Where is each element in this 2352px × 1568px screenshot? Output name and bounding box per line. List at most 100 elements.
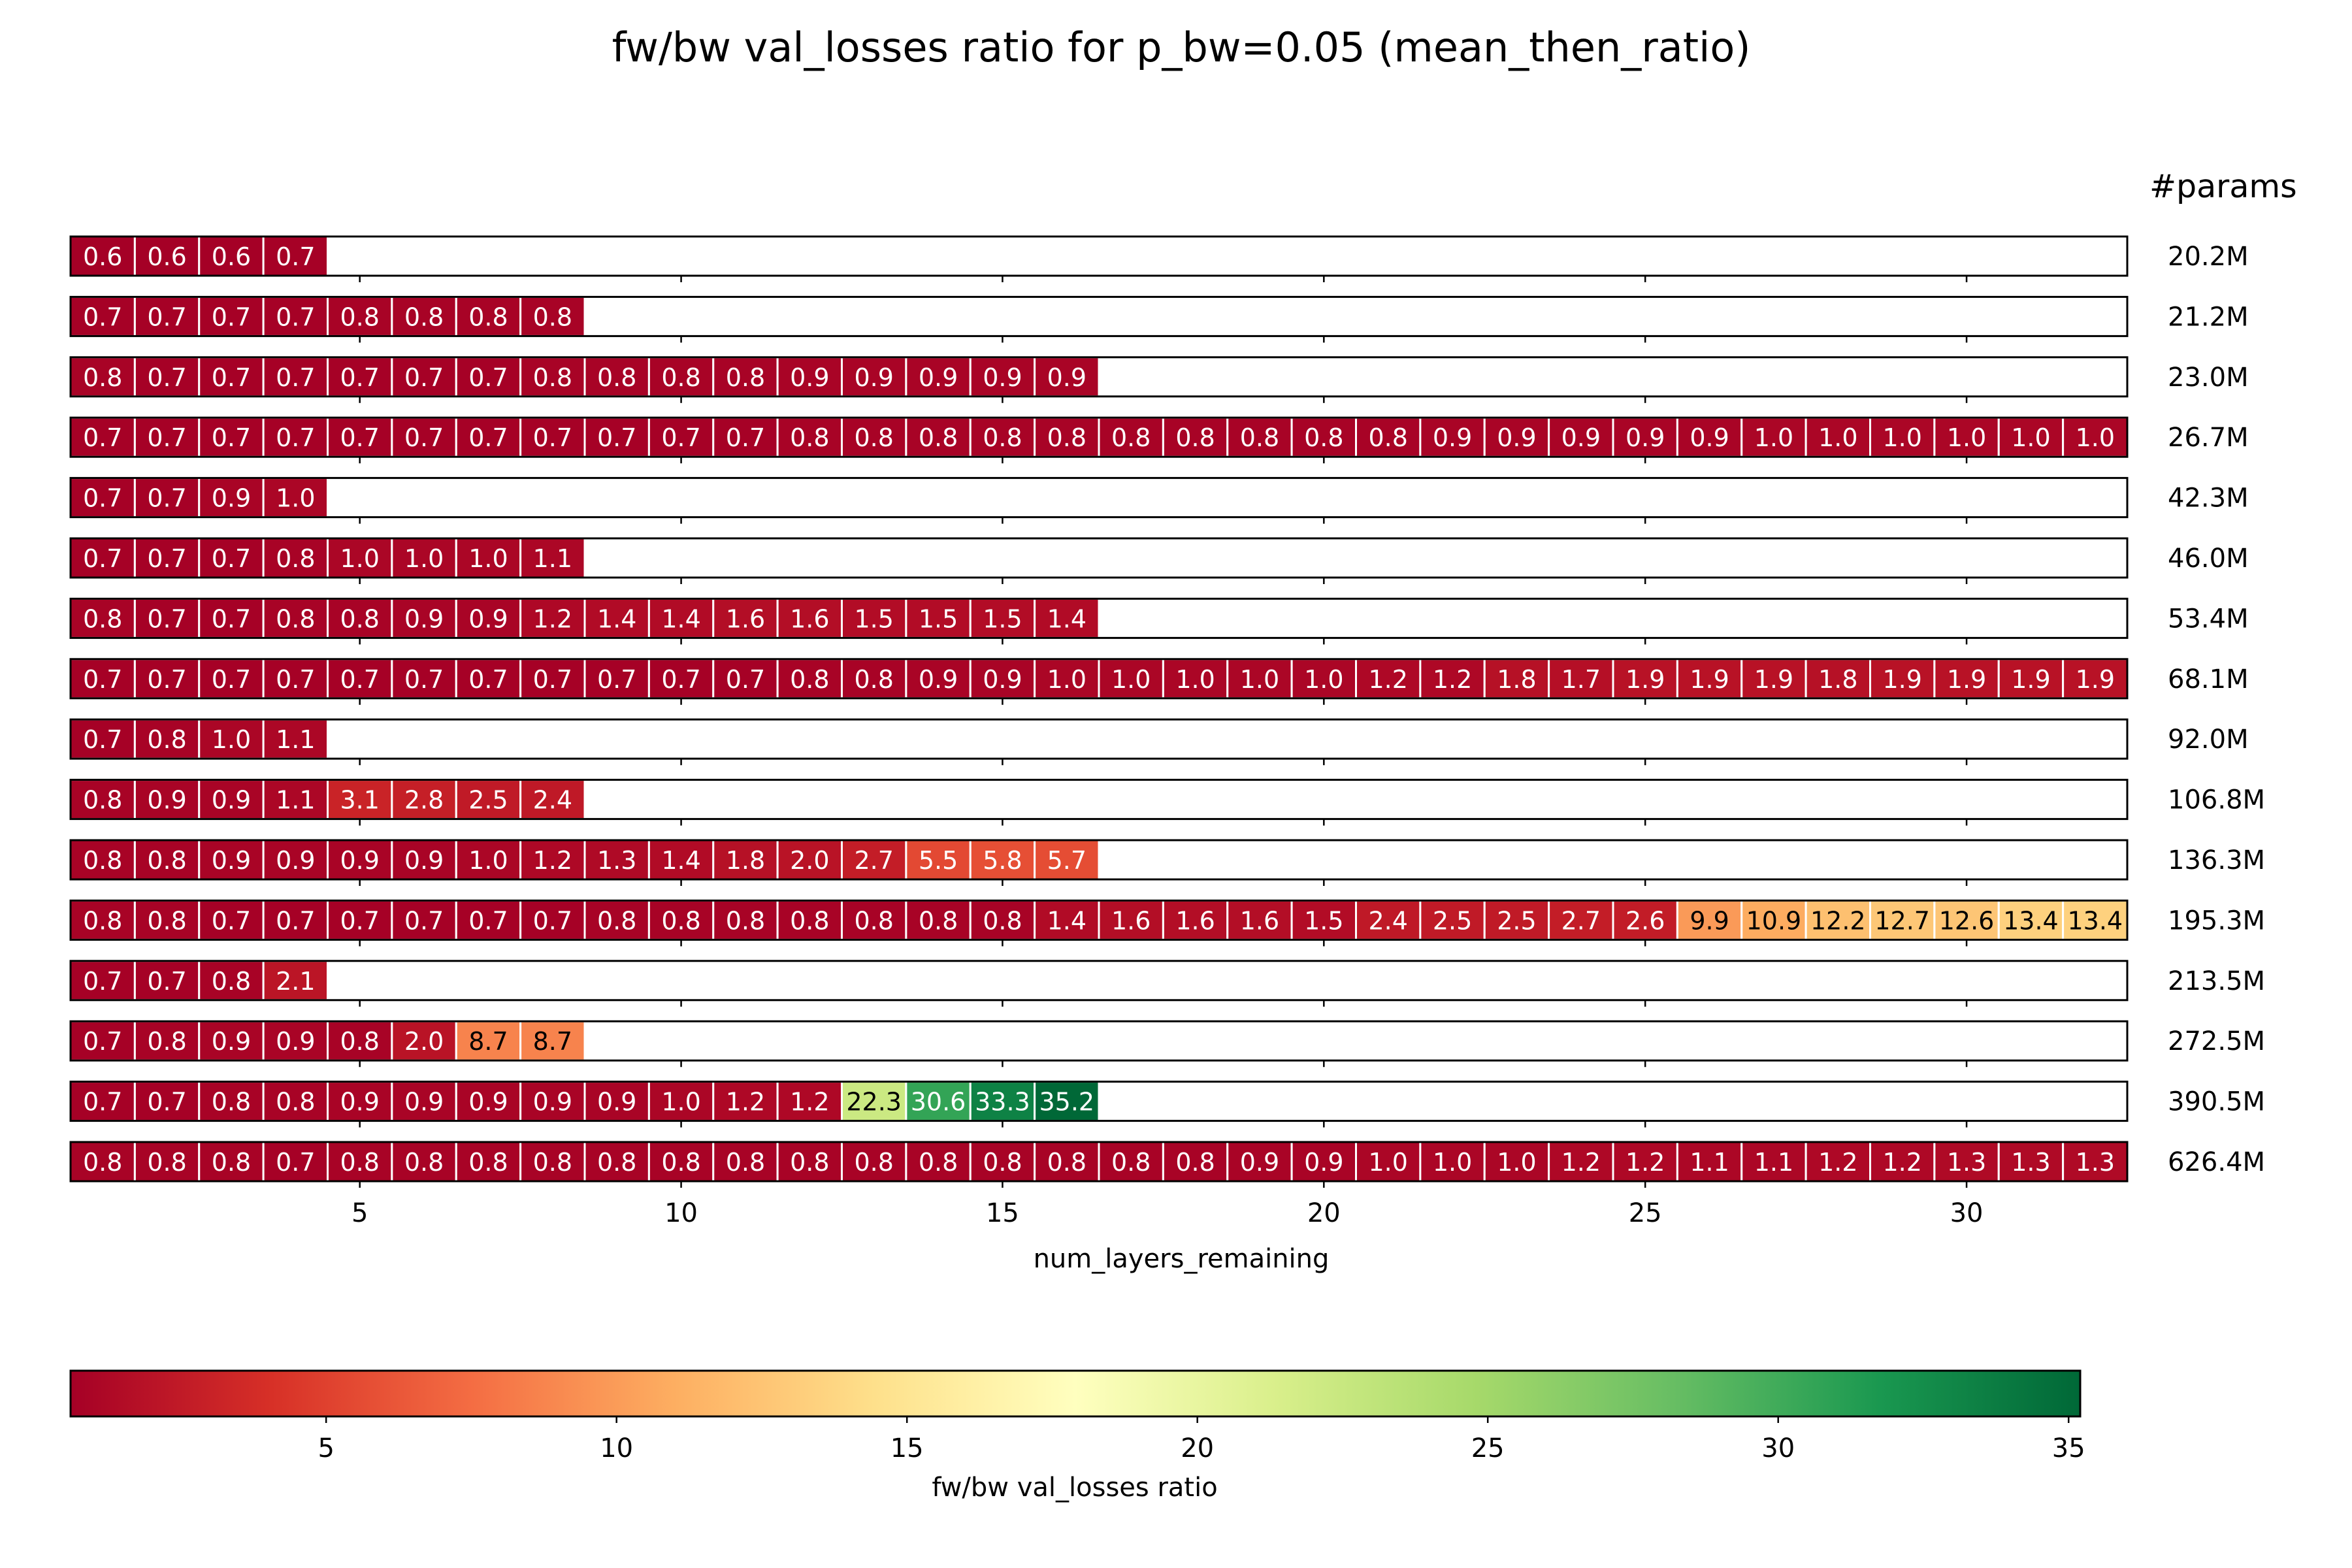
heatmap-cell: [133, 960, 201, 1002]
colorbar-tick-label: 5: [318, 1433, 334, 1463]
cell-value-label: 0.7: [83, 302, 122, 331]
cell-value-label: 0.7: [147, 302, 186, 331]
cell-value-label: 0.8: [597, 1148, 636, 1177]
heatmap-cell: [905, 1141, 972, 1183]
colorbar-tick-label: 15: [890, 1433, 924, 1463]
colorbar-label: fw/bw val_losses ratio: [932, 1473, 1217, 1503]
cell-value-label: 0.7: [276, 906, 315, 935]
cell-value-label: 0.8: [983, 906, 1022, 935]
heatmap-cell: [1098, 658, 1164, 700]
cell-value-label: 0.7: [276, 665, 315, 694]
heatmap-cell: [1869, 899, 1936, 941]
cell-value-label: 1.6: [1240, 906, 1279, 935]
cell-value-label: 0.7: [212, 302, 251, 331]
cell-value-label: 0.7: [147, 484, 186, 513]
heatmap-cell: [1740, 899, 1807, 941]
cell-value-label: 1.1: [276, 725, 315, 754]
cell-value-label: 0.8: [468, 302, 508, 331]
cell-value-label: 30.6: [911, 1088, 966, 1117]
cell-value-label: 2.5: [1497, 906, 1536, 935]
heatmap-cell: [455, 537, 522, 579]
heatmap-cell: [969, 1141, 1036, 1183]
row-frame: [69, 1020, 2129, 1062]
heatmap-row: 0.8 0.8 0.7 0.7 0.7 0.7 0.7 0.7 0.8 0.8 0.8 0.8 0.8 0…: [69, 899, 2265, 947]
x-tick-label: 20: [1307, 1198, 1341, 1228]
cell-value-label: 1.0: [1304, 665, 1343, 694]
cell-value-label: 0.7: [468, 906, 508, 935]
cell-value-label: 0.7: [597, 423, 636, 452]
cell-value-label: 0.7: [597, 665, 636, 694]
cell-value-label: 0.8: [147, 846, 186, 875]
heatmap-cell: [905, 839, 972, 881]
cell-value-label: 0.6: [83, 242, 122, 271]
heatmap-row: 0.7 0.7 0.8 0.8 0.9 0.9 0.9 0.9 0.9 1.0 1.2 1.2 22.3…: [69, 1081, 2265, 1128]
cell-value-label: 0.7: [726, 423, 765, 452]
cell-value-label: 0.7: [83, 967, 122, 996]
cell-value-label: 0.9: [1240, 1148, 1279, 1177]
cell-value-label: 1.0: [468, 544, 508, 573]
heatmap-cell: [1933, 416, 2000, 458]
heatmap-cell: [262, 1141, 329, 1183]
cell-value-label: 0.9: [468, 1088, 508, 1117]
heatmap-cell: [133, 899, 201, 941]
cell-value-label: 12.7: [1874, 906, 1930, 935]
heatmap-cell: [1034, 356, 1100, 398]
cell-value-label: 12.6: [1939, 906, 1995, 935]
heatmap-cell: [262, 537, 329, 579]
cell-value-label: 1.9: [1690, 665, 1729, 694]
heatmap-cell: [391, 295, 457, 337]
cell-value-label: 0.9: [212, 484, 251, 513]
cell-value-label: 0.8: [854, 906, 893, 935]
cell-value-label: 0.7: [468, 423, 508, 452]
heatmap-cell: [1997, 899, 2065, 941]
cell-value-label: 1.0: [340, 544, 379, 573]
params-label: 213.5M: [2168, 966, 2265, 996]
cell-value-label: 1.4: [1047, 604, 1086, 633]
cell-value-label: 0.9: [1561, 423, 1601, 452]
heatmap-cell: [647, 1081, 715, 1122]
heatmap-cell: [519, 416, 586, 458]
cell-value-label: 33.3: [975, 1088, 1030, 1117]
row-frame: [69, 960, 2129, 1002]
heatmap-cell: [69, 658, 136, 700]
heatmap-cell: [841, 658, 907, 700]
cell-value-label: 0.8: [1111, 1148, 1151, 1177]
cell-value-label: 0.8: [661, 906, 700, 935]
cell-value-label: 1.4: [1047, 906, 1086, 935]
cell-value-label: 1.5: [1304, 906, 1343, 935]
heatmap-row: 0.6 0.6 0.6 0.7 20.2M: [69, 235, 2249, 282]
cell-value-label: 1.0: [1818, 423, 1857, 452]
heatmap-cell: [327, 899, 393, 941]
cell-value-label: 1.9: [2011, 665, 2050, 694]
cell-value-label: 1.0: [2076, 423, 2115, 452]
cell-value-label: 0.8: [854, 665, 893, 694]
x-tick-label: 5: [351, 1198, 368, 1228]
cell-value-label: 0.7: [533, 665, 572, 694]
cell-value-label: 0.7: [276, 1148, 315, 1177]
heatmap-cell: [198, 477, 265, 519]
cell-value-label: 12.2: [1810, 906, 1866, 935]
heatmap-cell: [1034, 416, 1100, 458]
cell-value-label: 0.8: [340, 604, 379, 633]
cell-value-label: 0.8: [983, 1148, 1022, 1177]
cell-value-label: 0.7: [726, 665, 765, 694]
params-column-header: #params: [2149, 168, 2297, 205]
cell-value-label: 1.0: [1497, 1148, 1536, 1177]
cell-value-label: 0.9: [404, 846, 444, 875]
cell-value-label: 0.8: [83, 786, 122, 815]
cell-value-label: 0.7: [404, 363, 444, 392]
cell-value-label: 10.9: [1746, 906, 1802, 935]
cell-value-label: 0.8: [1047, 423, 1086, 452]
cell-value-label: 0.9: [790, 363, 829, 392]
heatmap-cell: [1034, 1081, 1100, 1122]
cell-value-label: 0.8: [212, 1148, 251, 1177]
cell-value-label: 1.2: [533, 604, 572, 633]
heatmap-cell: [647, 658, 715, 700]
cell-value-label: 8.7: [533, 1027, 572, 1056]
colorbar-tick-label: 25: [1471, 1433, 1505, 1463]
heatmap-cell: [583, 658, 650, 700]
cell-value-label: 1.0: [1175, 665, 1215, 694]
heatmap-cell: [1162, 1141, 1229, 1183]
cell-value-label: 0.9: [1433, 423, 1472, 452]
cell-value-label: 1.9: [1754, 665, 1793, 694]
